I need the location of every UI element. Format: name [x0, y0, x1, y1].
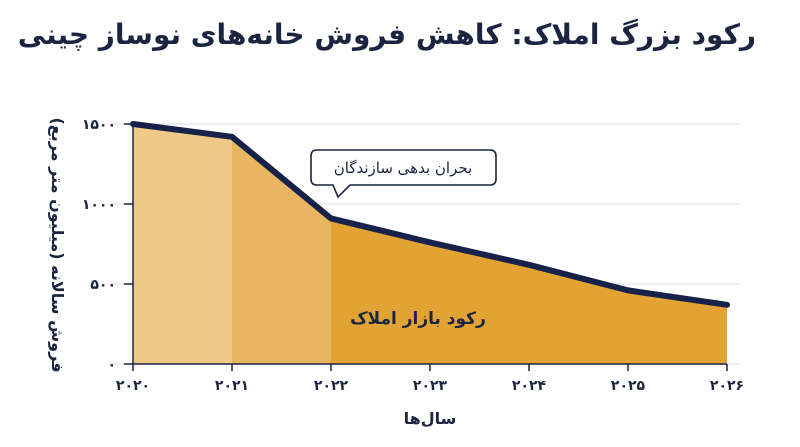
x-tick-label-1: ۲۰۲۱: [215, 378, 249, 394]
area-segment-3: [331, 218, 727, 364]
y-tick-label-2: ۱۰۰۰: [82, 197, 116, 213]
x-tick-label-2: ۲۰۲۲: [314, 378, 349, 394]
x-tick-label-3: ۲۰۲۳: [413, 378, 448, 394]
x-tick-label-6: ۲۰۲۶: [710, 378, 744, 394]
y-tick-label-3: ۱۵۰۰: [82, 117, 116, 133]
x-tick-label-4: ۲۰۲۴: [512, 378, 547, 394]
x-tick-label-5: ۲۰۲۵: [611, 378, 646, 394]
annotation-box: [310, 149, 497, 199]
chart-title: رکود بزرگ املاک: کاهش فروش خانه‌های نوسا…: [17, 18, 756, 51]
region-label: رکود بازار املاک: [350, 309, 486, 329]
x-axis-ticks: ۲۰۲۰ ۲۰۲۱ ۲۰۲۲ ۲۰۲۳ ۲۰۲۴ ۲۰۲۵ ۲۰۲۶: [116, 364, 744, 394]
x-axis-label: سال‌ها: [404, 409, 457, 428]
area-segment-1: [133, 124, 232, 364]
x-tick-label-0: ۲۰۲۰: [116, 378, 150, 394]
y-tick-label-1: ۵۰۰: [90, 277, 116, 293]
y-axis-ticks: ۰ ۵۰۰ ۱۰۰۰ ۱۵۰۰: [82, 117, 133, 373]
area-segment-2: [232, 136, 331, 364]
annotation-callout: بحران بدهی سازندگان: [310, 149, 497, 199]
y-tick-label-0: ۰: [107, 357, 116, 373]
annotation-text: بحران بدهی سازندگان: [334, 159, 472, 177]
series-line: [130, 121, 730, 308]
y-axis-label: فروش سالانه (میلیون متر مربع): [48, 117, 67, 372]
